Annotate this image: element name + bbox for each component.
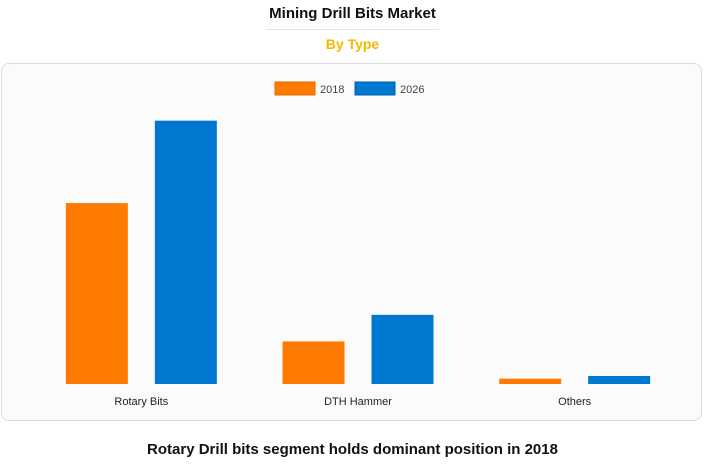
legend-label-2018: 2018 xyxy=(320,84,344,96)
chart-subtitle: By Type xyxy=(325,36,380,52)
x-tick-label: Rotary Bits xyxy=(114,396,168,408)
bar-2026-others xyxy=(588,376,651,384)
x-tick-label: DTH Hammer xyxy=(324,396,392,408)
bar-2018-others xyxy=(499,378,562,384)
bar-2018-rotary-bits xyxy=(65,203,128,384)
bar-2026-dth-hammer xyxy=(371,314,434,384)
x-axis-ticks: Rotary Bits DTH Hammer Others xyxy=(114,396,591,408)
chart-legend: 2018 2026 xyxy=(274,81,424,96)
chart-caption: Rotary Drill bits segment holds dominant… xyxy=(147,441,558,458)
bar-group xyxy=(65,120,651,384)
legend-label-2026: 2026 xyxy=(400,84,424,96)
title-divider xyxy=(266,29,439,30)
legend-swatch-2018 xyxy=(274,81,316,96)
bar-2026-rotary-bits xyxy=(154,120,217,384)
x-tick-label: Others xyxy=(558,396,592,408)
legend-swatch-2026 xyxy=(354,81,396,96)
bar-2018-dth-hammer xyxy=(282,341,345,384)
bar-chart: 2018 2026 Rotary Bits DTH Hammer Others xyxy=(65,81,651,408)
chart-title: Mining Drill Bits Market xyxy=(269,5,436,22)
